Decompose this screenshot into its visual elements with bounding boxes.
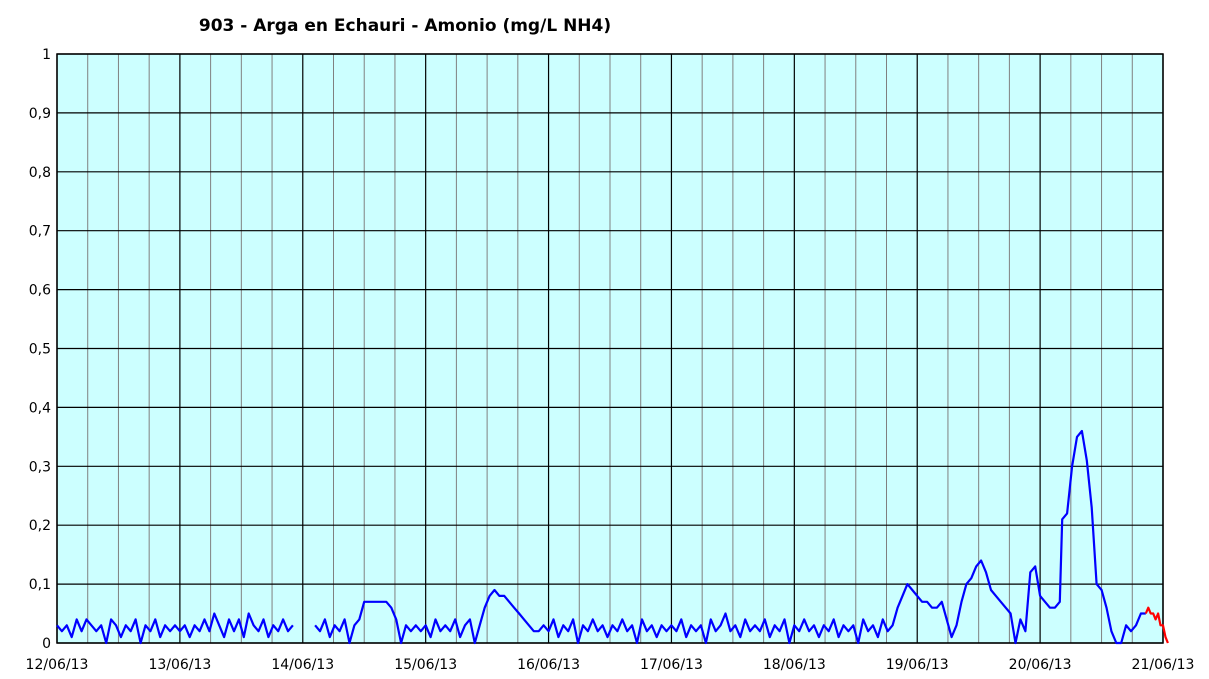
y-tick-label: 0,1 — [29, 577, 51, 593]
y-tick-label: 0,4 — [29, 400, 51, 416]
y-tick-label: 0,6 — [29, 283, 51, 299]
x-tick-label: 15/06/13 — [394, 657, 457, 673]
y-tick-label: 0,9 — [29, 106, 51, 122]
series-lines — [56, 429, 1169, 645]
x-tick-label: 12/06/13 — [26, 657, 89, 673]
x-tick-label: 21/06/13 — [1132, 657, 1195, 673]
x-tick-labels: 12/06/13 13/06/13 14/06/13 15/06/13 16/06/13… — [26, 657, 1195, 673]
y-tick-label: 1 — [42, 47, 51, 63]
y-tick-label: 0,2 — [29, 518, 51, 534]
y-tick-label: 0,8 — [29, 165, 51, 181]
y-tick-labels: 0 0,1 0,2 0,3 0,4 0,5 0,6 0,7 0,8 0,9 1 — [29, 47, 51, 652]
x-tick-label: 20/06/13 — [1009, 657, 1072, 673]
x-tick-label: 14/06/13 — [271, 657, 334, 673]
x-tick-label: 16/06/13 — [517, 657, 580, 673]
x-tick-label: 18/06/13 — [763, 657, 826, 673]
series-line-0 — [56, 429, 1146, 645]
x-tick-label: 13/06/13 — [148, 657, 211, 673]
y-tick-label: 0,5 — [29, 342, 51, 358]
plot-border — [56, 53, 1164, 644]
y-tick-label: 0,3 — [29, 459, 51, 475]
series-line-1 — [1144, 606, 1169, 644]
x-tick-label: 17/06/13 — [640, 657, 703, 673]
y-tick-label: 0,7 — [29, 224, 51, 240]
chart-title: 903 - Arga en Echauri - Amonio (mg/L NH4… — [198, 16, 612, 36]
x-tick-label: 19/06/13 — [886, 657, 949, 673]
y-tick-label: 0 — [42, 636, 51, 652]
